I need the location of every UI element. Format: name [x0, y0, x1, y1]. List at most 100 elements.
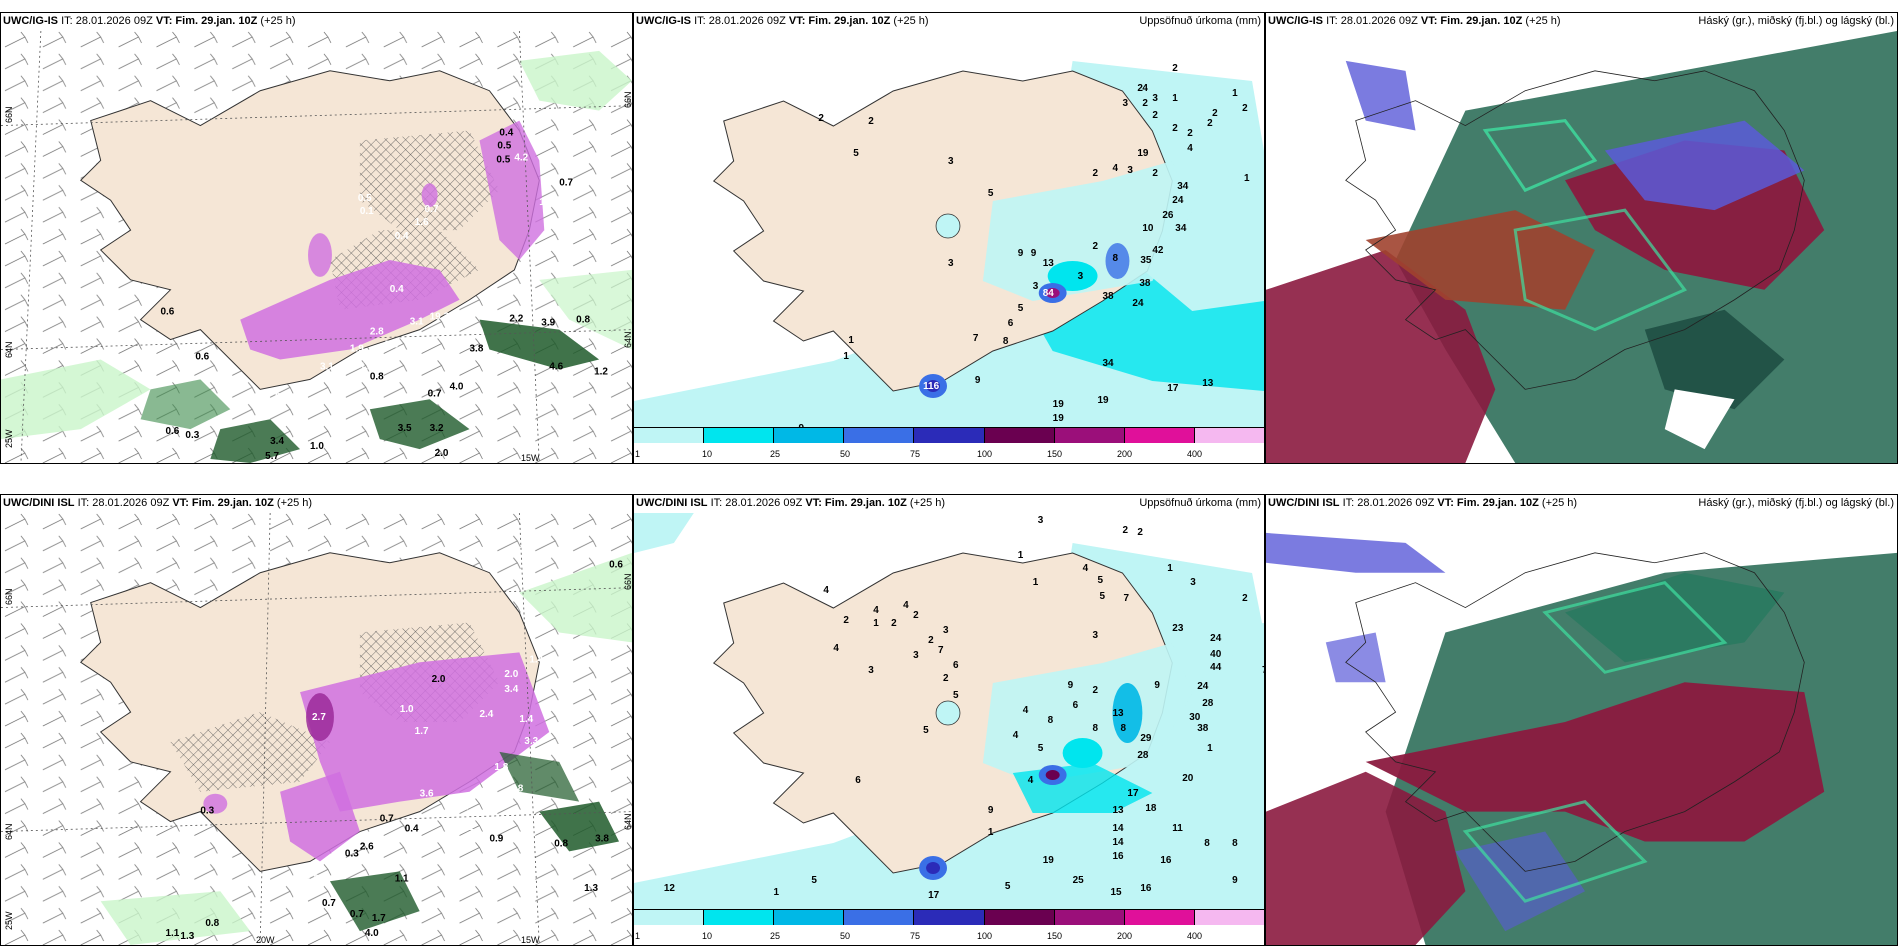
map-clouds[interactable]: [1266, 31, 1897, 463]
map-label: 1.4: [529, 654, 543, 665]
map-label: 7: [1262, 665, 1264, 676]
cloud-mid: [1266, 249, 1496, 463]
map-label: 2: [1122, 525, 1128, 536]
map-label: 19: [1098, 395, 1110, 406]
map-label: 1.3: [584, 883, 598, 894]
colorbar-cell: [704, 428, 775, 443]
axis-label-lat-right: 64N: [623, 331, 633, 348]
map-label: 4.8: [509, 784, 523, 795]
map-label: 2.8: [370, 327, 384, 338]
map-label: 0.6: [195, 351, 209, 362]
map-label: 38: [1197, 723, 1209, 734]
map-label: 2.2: [509, 314, 523, 325]
map-label: 2: [1093, 685, 1099, 696]
map-label: 1: [1167, 563, 1173, 574]
axis-label-lon: 25W: [4, 911, 14, 930]
map-label: 3.2: [430, 423, 444, 434]
map-label: 24: [1197, 681, 1209, 692]
map-label: 0.5: [559, 131, 573, 142]
colorbar-ticks: 1 10 25 50 75 100 150 200 400: [635, 449, 1203, 459]
map-label: 30: [1189, 712, 1201, 723]
map-label: 4.0: [450, 381, 464, 392]
map-label: 0.4: [405, 824, 419, 835]
map-label: 17: [928, 890, 940, 901]
colorbar-cell: [1054, 910, 1125, 925]
map-label: 9: [975, 375, 981, 386]
map-label: 2: [1093, 241, 1099, 252]
map-label: 14: [1112, 837, 1124, 848]
cloud-low: [1604, 120, 1805, 211]
map-label: 4: [823, 585, 829, 596]
map-label: 5.0: [385, 340, 399, 351]
colorbar-cell: [634, 910, 705, 925]
map-label: 0.8: [370, 371, 384, 382]
map-label: 2: [1137, 83, 1143, 94]
map-label: 2: [1152, 168, 1158, 179]
map-label: 11: [1172, 823, 1183, 834]
map-label: 0.7: [380, 814, 394, 825]
map-label: 13: [1043, 258, 1055, 269]
map-label: 7: [973, 333, 979, 344]
map-label: 4: [873, 605, 879, 616]
map-label: 0.9: [489, 833, 503, 844]
panel-title: UWC/DINI ISL IT: 28.01.2026 09Z VT: Fim.…: [636, 497, 946, 509]
map-label: 34: [1175, 223, 1187, 234]
map-label: 9: [988, 805, 994, 816]
snow-hatch-area: [359, 130, 500, 231]
map-label: 19: [1043, 855, 1055, 866]
panel-bottom-right-clouds: UWC/DINI ISL IT: 28.01.2026 09Z VT: Fim.…: [1265, 494, 1898, 946]
colorbar-cell: [1124, 910, 1195, 925]
map-label: 2.0: [435, 448, 449, 459]
map-label: 19: [1137, 148, 1149, 159]
map-label: 4: [1028, 775, 1034, 786]
map-label: 2: [943, 673, 949, 684]
map-label: 3.8: [470, 344, 484, 355]
map-precip-wind[interactable]: 0.6 2.7 0.3 0.8 1.1 1.3 1.0 2.4 3.6 10.4…: [1, 513, 632, 945]
axis-label-lon: 20W: [256, 935, 275, 945]
map-label: 2.6: [360, 841, 374, 852]
map-label: 1.9: [350, 344, 364, 355]
map-label: 9: [1154, 680, 1160, 691]
map-label: 4: [1142, 83, 1148, 94]
map-label: 1: [848, 335, 854, 346]
map-label: 1.7: [415, 726, 429, 737]
map-label: 29: [1140, 733, 1152, 744]
map-label: 1.1: [165, 928, 179, 939]
colorbar-cell: [1194, 428, 1264, 443]
map-label: 16: [1140, 883, 1152, 894]
map-label: 7: [1123, 593, 1129, 604]
map-label: 5: [1100, 591, 1106, 602]
axis-label-lat: 64N: [4, 341, 14, 358]
map-label: 4: [1083, 563, 1089, 574]
map-label: 3: [1152, 93, 1158, 104]
map-label: 3.8: [595, 833, 609, 844]
map-label: 3: [1078, 271, 1084, 282]
colorbar-cell: [914, 428, 985, 443]
precip-magenta: [240, 259, 460, 360]
map-label: 13: [1112, 805, 1124, 816]
panel-subtitle: Uppsöfnuð úrkoma (mm): [1139, 497, 1261, 509]
map-label: 15: [1110, 887, 1122, 898]
map-label: 9: [1068, 680, 1074, 691]
map-label: 0.1: [360, 206, 374, 217]
map-clouds[interactable]: [1266, 513, 1897, 945]
map-label: 0.8: [554, 838, 568, 849]
colorbar-ticks: 1 10 25 50 75 100 150 200 400: [635, 931, 1203, 941]
map-label: 3: [948, 258, 954, 269]
axis-label-lon: 15W: [521, 935, 540, 945]
map-label: 2: [1172, 63, 1178, 74]
panel-bottom-middle-accum-precip: UWC/DINI ISL IT: 28.01.2026 09Z VT: Fim.…: [633, 494, 1265, 946]
map-label: 4: [1013, 730, 1019, 741]
map-accum-precip[interactable]: 3 2 2 1 1 4 5 5 7 1 2 3 4 4 2 1 4 2 2 7: [634, 513, 1264, 909]
map-label: 10: [1142, 223, 1154, 234]
map-precip-wind[interactable]: 0.6 0.6 0.8 1.8 9.1 3.1 1.9 2.8 5.0 3.1 …: [1, 31, 632, 463]
map-label: 8: [1120, 723, 1126, 734]
map-label: 0.7: [425, 204, 439, 215]
map-label: 6: [1073, 700, 1079, 711]
map-label: 1: [873, 618, 879, 629]
axis-label-lon: 25W: [4, 429, 14, 448]
map-accum-precip[interactable]: 2 1 2 2 4 3 2 1 2 2 2 2 4 3 2 2 2 5 3 5: [634, 31, 1264, 427]
map-label: 1.0: [400, 704, 414, 715]
map-label: 1.6: [415, 217, 429, 228]
map-label: 0.5: [496, 154, 510, 165]
